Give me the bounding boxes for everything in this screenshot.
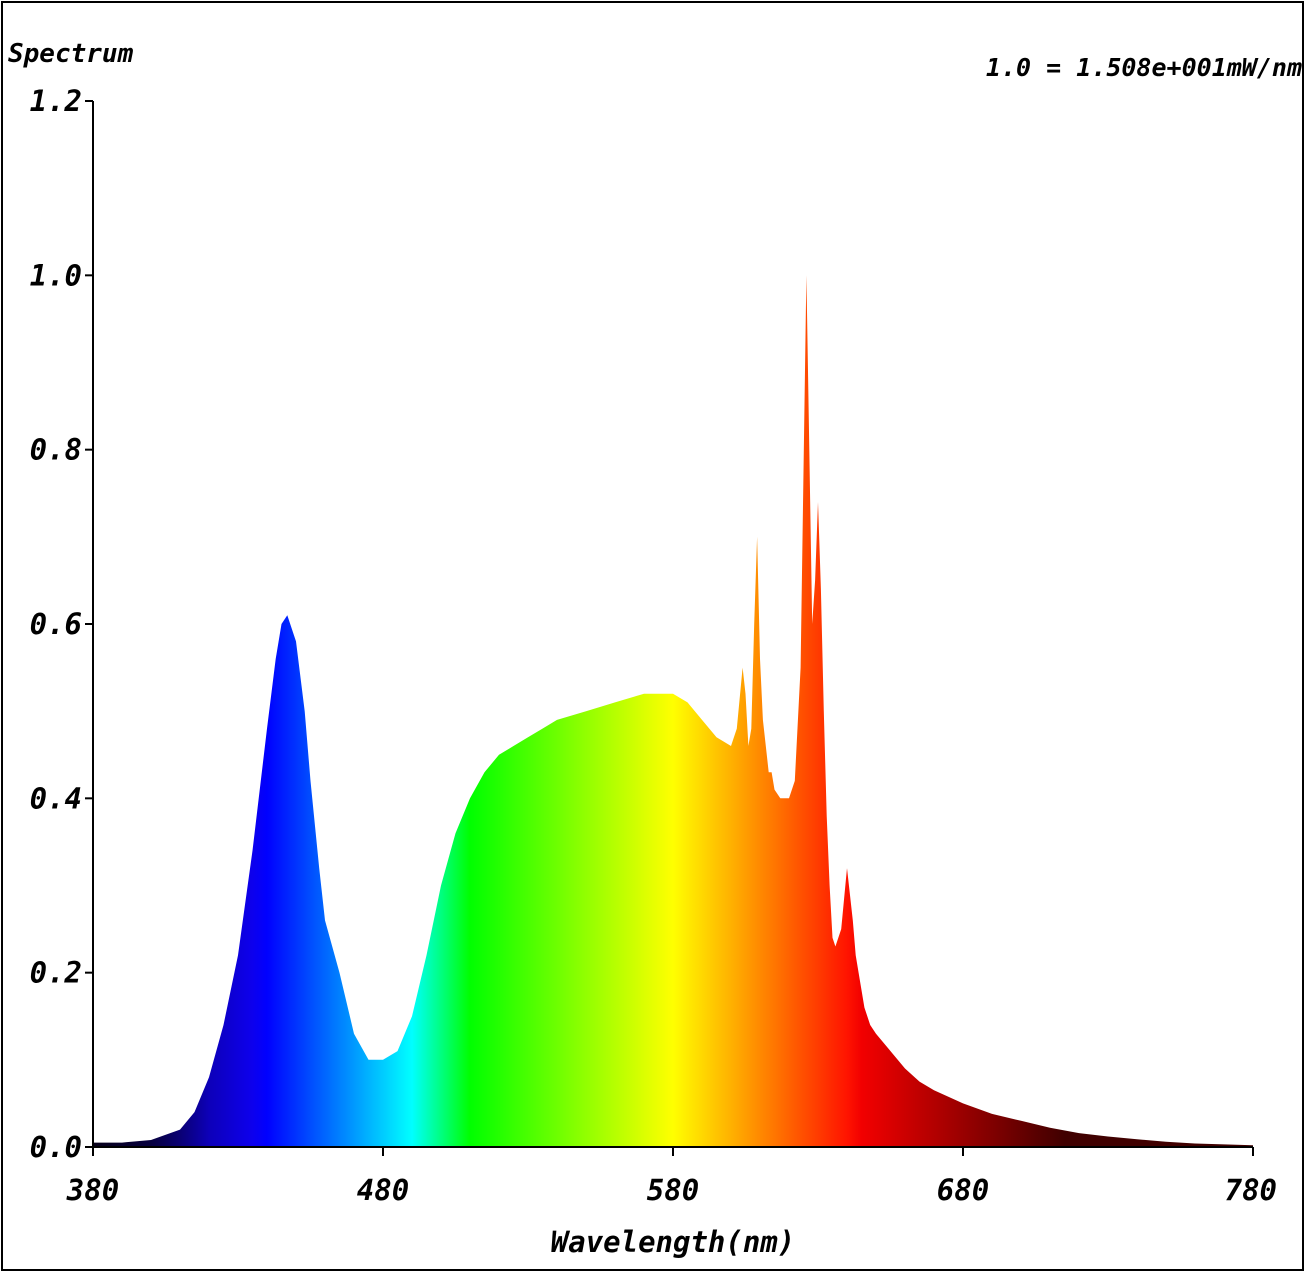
chart-title: Spectrum (8, 39, 134, 69)
y-tick-label: 0.2 (30, 956, 82, 990)
y-tick-label: 0.4 (30, 781, 82, 815)
x-tick-label: 380 (66, 1173, 119, 1207)
x-tick-label: 780 (1225, 1173, 1277, 1207)
spectrum-layer (93, 275, 1253, 1147)
x-tick-label: 580 (647, 1173, 699, 1207)
x-axis-label: Wavelength(nm) (551, 1225, 795, 1259)
scale-annotation: 1.0 = 1.508e+001mW/nm (986, 53, 1302, 82)
y-tick-label: 0.0 (30, 1130, 82, 1164)
x-axis-ticks: 380 480 580 680 780 (66, 1147, 1277, 1207)
x-tick-label: 480 (357, 1173, 409, 1207)
spectrum-area (93, 275, 1253, 1147)
y-tick-label: 1.2 (30, 84, 82, 118)
y-tick-label: 0.6 (30, 607, 82, 641)
y-tick-label: 1.0 (30, 258, 82, 292)
y-tick-label: 0.8 (30, 433, 82, 467)
y-axis-ticks: 0.0 0.2 0.4 0.6 0.8 1.0 1.2 (30, 84, 93, 1164)
x-tick-label: 680 (937, 1173, 989, 1207)
